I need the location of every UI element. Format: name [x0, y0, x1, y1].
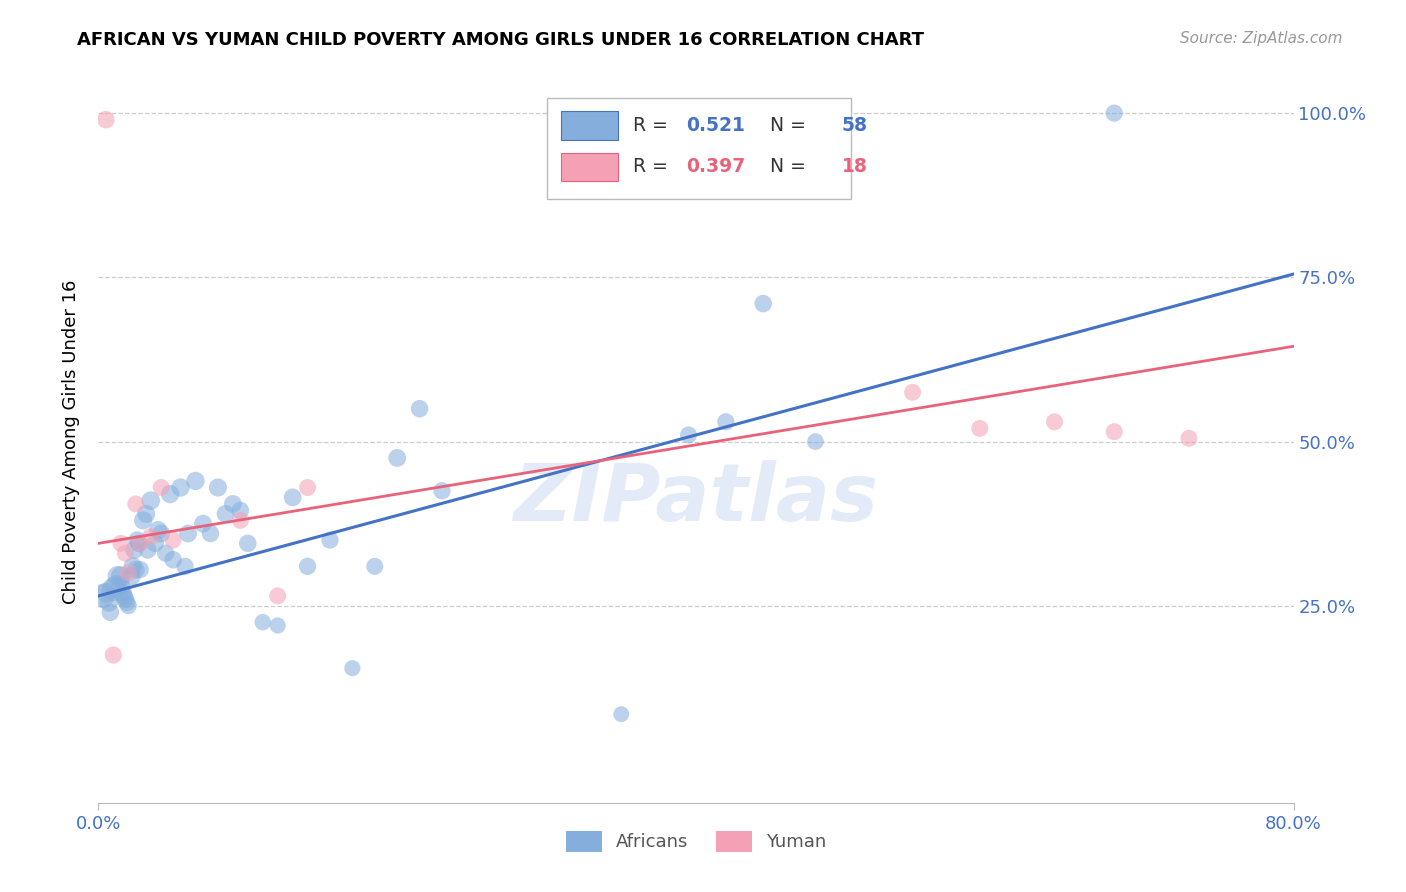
Point [150, 526, 173, 541]
Point [136, 542, 159, 557]
Point [110, 536, 132, 550]
Point [159, 487, 181, 501]
Point [112, 589, 135, 603]
Point [177, 526, 200, 541]
Point [129, 563, 152, 577]
Point [229, 513, 252, 527]
Point [111, 585, 134, 599]
Point [342, 661, 364, 675]
Point [135, 507, 157, 521]
Point [162, 553, 184, 567]
Point [125, 497, 148, 511]
Point [155, 546, 177, 560]
Text: ZIPatlas: ZIPatlas [513, 460, 879, 539]
Point [107, 569, 129, 583]
Point [110, 579, 132, 593]
Point [1104, 425, 1126, 439]
Point [252, 615, 274, 630]
Point [117, 566, 139, 580]
Text: N =: N = [758, 158, 813, 177]
Point [94, 585, 117, 599]
Point [114, 546, 136, 560]
Point [150, 481, 173, 495]
Point [200, 526, 222, 541]
Text: 0.397: 0.397 [686, 158, 745, 177]
Text: Source: ZipAtlas.com: Source: ZipAtlas.com [1180, 31, 1343, 46]
Point [103, 582, 125, 597]
Point [222, 497, 245, 511]
Point [91, 589, 114, 603]
Y-axis label: Child Poverty Among Girls Under 16: Child Poverty Among Girls Under 16 [62, 279, 80, 604]
Point [129, 536, 152, 550]
Point [127, 533, 149, 547]
Point [804, 434, 827, 449]
Point [214, 507, 236, 521]
Bar [561, 153, 619, 181]
Point [139, 493, 162, 508]
Point [191, 516, 214, 531]
Point [143, 536, 166, 550]
Point [207, 481, 229, 495]
Point [128, 536, 150, 550]
Point [297, 559, 319, 574]
Point [1178, 431, 1201, 445]
Point [114, 592, 136, 607]
Text: 0.521: 0.521 [686, 116, 745, 136]
Point [132, 513, 155, 527]
Point [97, 595, 120, 609]
Bar [561, 112, 619, 140]
Point [678, 428, 700, 442]
Point [121, 559, 143, 574]
Point [174, 559, 197, 574]
Point [148, 523, 170, 537]
Point [752, 296, 775, 310]
Point [124, 542, 146, 557]
Point [139, 530, 162, 544]
Text: R =: R = [633, 158, 673, 177]
Point [297, 481, 319, 495]
Point [714, 415, 737, 429]
Text: 18: 18 [842, 158, 868, 177]
Point [364, 559, 387, 574]
Point [236, 536, 259, 550]
Point [120, 569, 142, 583]
Point [105, 579, 128, 593]
Point [267, 589, 290, 603]
Point [98, 605, 122, 619]
Point [430, 483, 453, 498]
Point [229, 503, 252, 517]
Point [162, 533, 184, 547]
Point [610, 707, 633, 722]
Point [385, 450, 409, 465]
FancyBboxPatch shape [547, 98, 852, 200]
Point [408, 401, 430, 416]
Text: N =: N = [758, 116, 813, 136]
Legend: Africans, Yuman: Africans, Yuman [558, 823, 834, 859]
Point [1104, 106, 1126, 120]
Point [1043, 415, 1066, 429]
Text: 58: 58 [842, 116, 868, 136]
Point [125, 563, 148, 577]
Text: AFRICAN VS YUMAN CHILD POVERTY AMONG GIRLS UNDER 16 CORRELATION CHART: AFRICAN VS YUMAN CHILD POVERTY AMONG GIR… [77, 31, 924, 49]
Point [117, 599, 139, 613]
Point [901, 385, 924, 400]
Point [94, 112, 117, 127]
Point [169, 481, 191, 495]
Point [103, 648, 125, 662]
Point [184, 474, 207, 488]
Point [969, 421, 991, 435]
Text: R =: R = [633, 116, 673, 136]
Point [267, 618, 290, 632]
Point [110, 569, 132, 583]
Point [281, 491, 304, 505]
Point [115, 595, 138, 609]
Point [319, 533, 342, 547]
